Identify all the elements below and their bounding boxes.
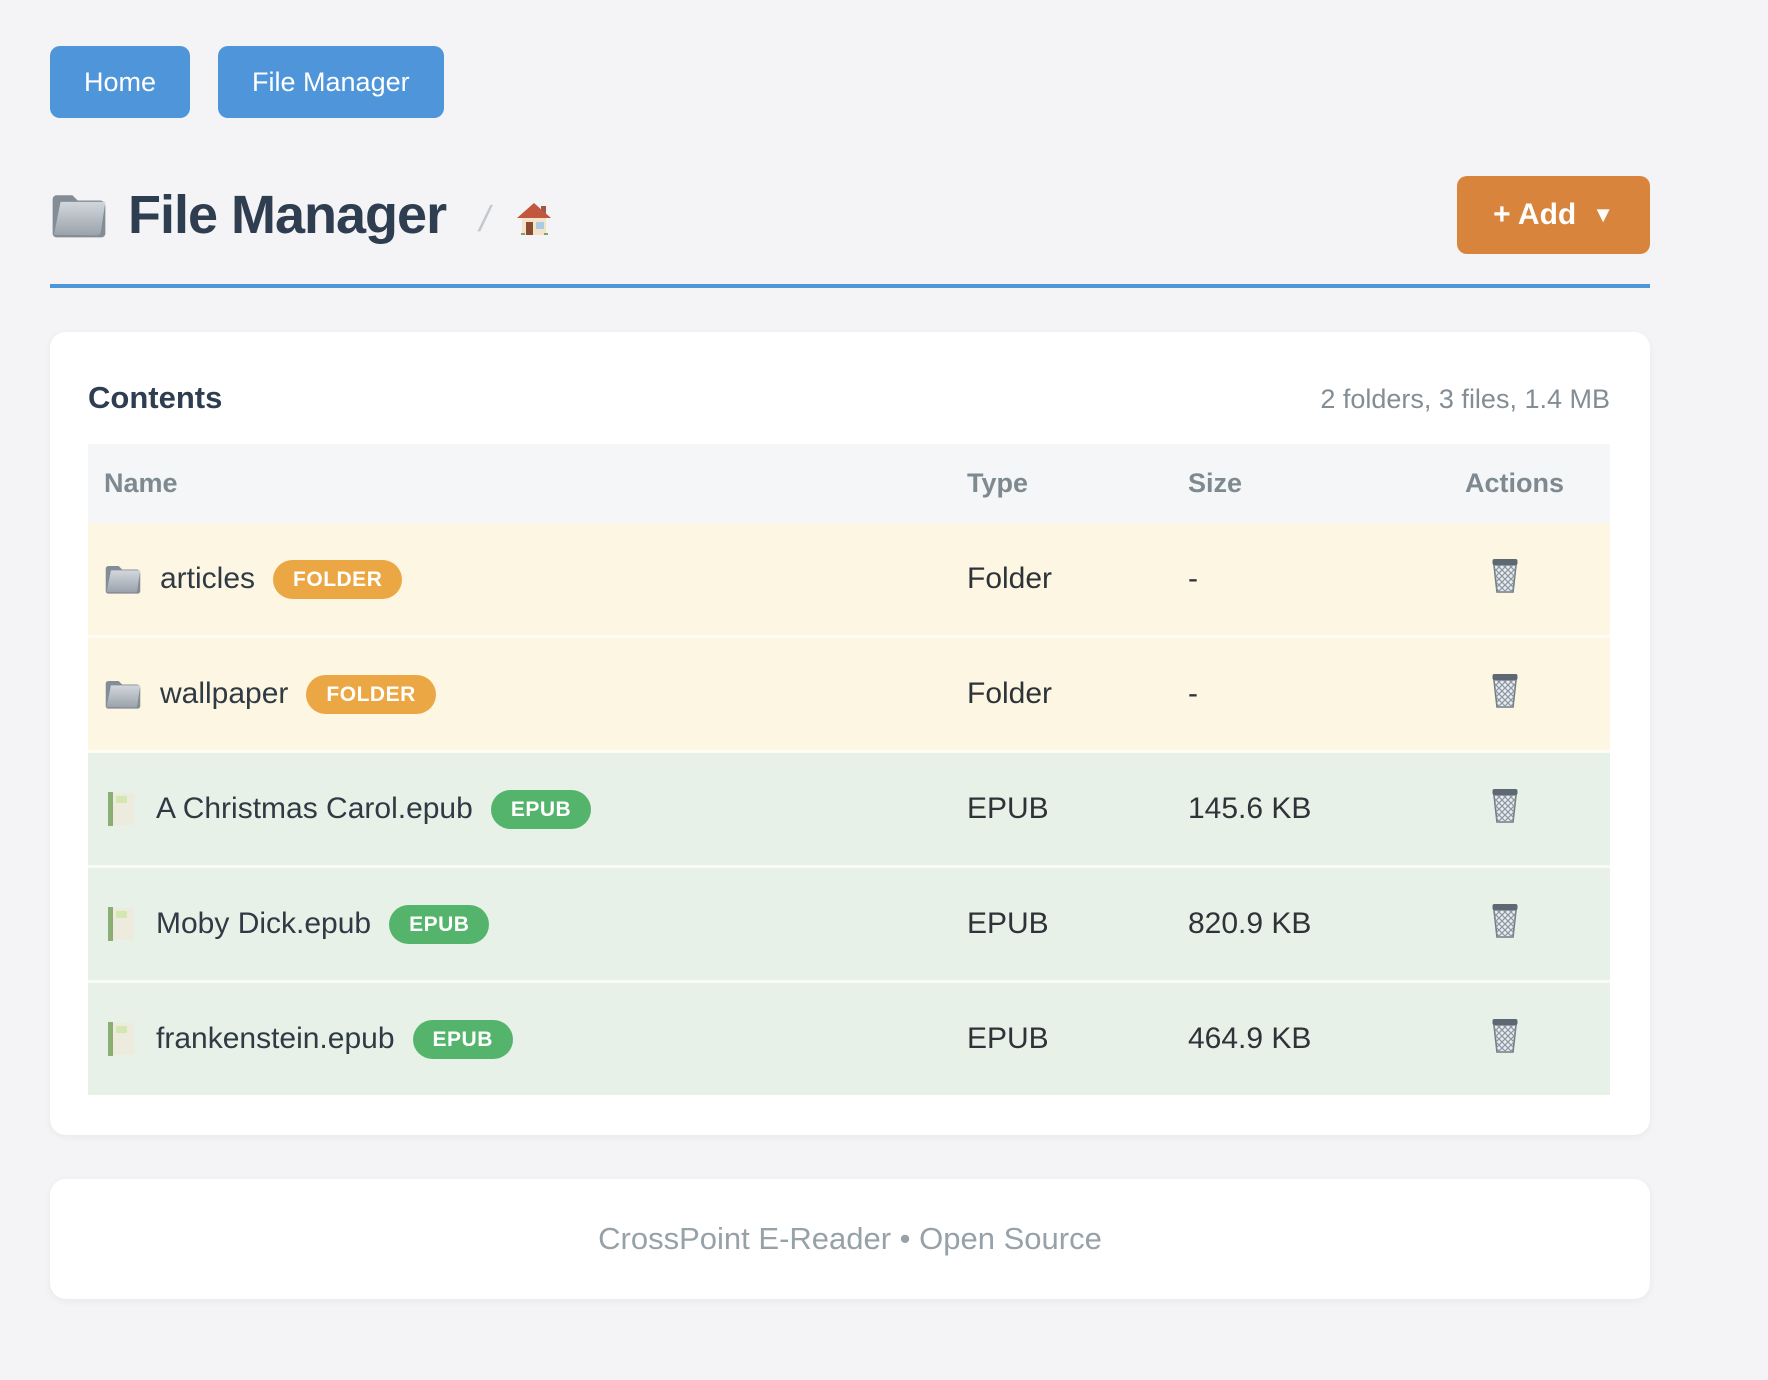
contents-title: Contents [88, 380, 223, 416]
book-icon [104, 905, 138, 943]
contents-summary: 2 folders, 3 files, 1.4 MB [1320, 384, 1610, 415]
file-badge: EPUB [389, 904, 490, 944]
trash-icon [1487, 555, 1523, 595]
home-icon [514, 200, 554, 240]
trash-icon [1487, 1015, 1523, 1055]
table-row[interactable]: articles FOLDER Folder - [88, 523, 1610, 637]
page-container: Home File Manager File Manager / [50, 0, 1650, 1300]
file-size: 464.9 KB [1188, 980, 1465, 1096]
file-name[interactable]: A Christmas Carol.epub [156, 792, 473, 826]
page-title: File Manager [128, 185, 447, 246]
page-header: File Manager / + Add ▼ [50, 176, 1650, 255]
file-badge: FOLDER [306, 674, 436, 714]
file-size: - [1188, 523, 1465, 637]
nav-button-file-manager[interactable]: File Manager [218, 46, 444, 119]
delete-button[interactable] [1487, 555, 1523, 595]
file-type: EPUB [967, 980, 1188, 1096]
folder-icon [104, 678, 142, 710]
file-name[interactable]: articles [160, 562, 256, 596]
file-name[interactable]: Moby Dick.epub [156, 907, 372, 941]
nav-button-home[interactable]: Home [50, 46, 191, 119]
table-row[interactable]: wallpaper FOLDER Folder - [88, 635, 1610, 752]
folder-icon [50, 191, 108, 239]
file-type: Folder [967, 635, 1188, 752]
title-group: File Manager / [50, 184, 554, 246]
table-row[interactable]: A Christmas Carol.epub EPUB EPUB 145.6 K… [88, 750, 1610, 867]
table-head: Name Type Size Actions [88, 444, 1610, 524]
table-body: articles FOLDER Folder - [88, 523, 1610, 1096]
footer-card: CrossPoint E-Reader • Open Source [50, 1179, 1650, 1300]
contents-card-header: Contents 2 folders, 3 files, 1.4 MB [88, 380, 1610, 416]
delete-button[interactable] [1487, 1015, 1523, 1055]
table-row[interactable]: Moby Dick.epub EPUB EPUB 820.9 KB [88, 865, 1610, 982]
file-size: - [1188, 635, 1465, 752]
file-size: 145.6 KB [1188, 750, 1465, 867]
column-header-actions: Actions [1465, 444, 1610, 524]
add-button-label: + Add [1493, 198, 1577, 232]
breadcrumb-home-link[interactable] [514, 200, 554, 240]
file-size: 820.9 KB [1188, 865, 1465, 982]
column-header-type: Type [967, 444, 1188, 524]
file-type: EPUB [967, 750, 1188, 867]
column-header-size: Size [1188, 444, 1465, 524]
top-nav: Home File Manager [50, 0, 1650, 119]
file-badge: FOLDER [273, 559, 403, 599]
book-icon [104, 790, 138, 828]
trash-icon [1487, 900, 1523, 940]
contents-card: Contents 2 folders, 3 files, 1.4 MB Name… [50, 332, 1650, 1136]
file-type: EPUB [967, 865, 1188, 982]
file-name[interactable]: frankenstein.epub [156, 1022, 395, 1056]
chevron-down-icon: ▼ [1592, 202, 1614, 228]
folder-icon [104, 563, 142, 595]
footer-text: CrossPoint E-Reader • Open Source [598, 1221, 1102, 1257]
trash-icon [1487, 670, 1523, 710]
breadcrumb-separator: / [475, 198, 495, 240]
file-name[interactable]: wallpaper [160, 677, 289, 711]
file-type: Folder [967, 523, 1188, 637]
file-badge: EPUB [412, 1019, 513, 1059]
file-badge: EPUB [490, 789, 592, 829]
delete-button[interactable] [1487, 900, 1523, 940]
delete-button[interactable] [1487, 785, 1523, 825]
trash-icon [1487, 785, 1523, 825]
column-header-name: Name [88, 444, 967, 524]
title-rule [50, 284, 1650, 289]
book-icon [104, 1020, 138, 1058]
add-button[interactable]: + Add ▼ [1457, 176, 1650, 255]
files-table: Name Type Size Actions [88, 444, 1610, 1096]
table-row[interactable]: frankenstein.epub EPUB EPUB 464.9 KB [88, 980, 1610, 1096]
delete-button[interactable] [1487, 670, 1523, 710]
